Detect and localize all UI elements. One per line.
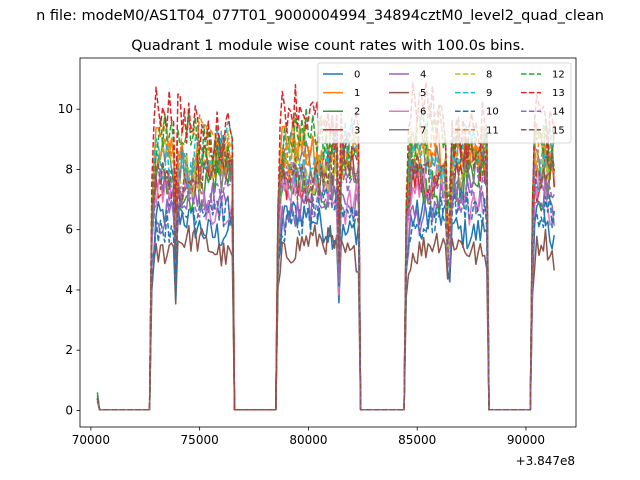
y-tick-label: 2 xyxy=(65,343,73,357)
legend-label-6: 6 xyxy=(420,107,426,118)
legend-label-13: 13 xyxy=(552,88,565,99)
y-tick-label: 0 xyxy=(65,403,73,417)
chart-title: Quadrant 1 module wise count rates with … xyxy=(131,38,525,54)
x-tick-label: 85000 xyxy=(398,433,436,447)
legend-box xyxy=(317,62,572,144)
series-line-0 xyxy=(96,198,555,411)
series-line-6 xyxy=(96,163,555,411)
series-line-5 xyxy=(96,224,555,411)
series-line-9 xyxy=(96,117,555,411)
legend-label-7: 7 xyxy=(420,125,426,136)
figure-suptitle: n file: modeM0/AS1T04_077T01_9000004994_… xyxy=(36,8,604,24)
series-line-15 xyxy=(96,133,555,411)
legend-label-11: 11 xyxy=(486,125,499,136)
legend-label-0: 0 xyxy=(354,70,360,81)
legend-label-9: 9 xyxy=(486,88,492,99)
series-line-4 xyxy=(96,175,555,411)
legend-label-1: 1 xyxy=(354,88,360,99)
x-tick-label: 75000 xyxy=(181,433,219,447)
legend-label-14: 14 xyxy=(552,107,565,118)
series-line-14 xyxy=(96,159,555,411)
series-line-10 xyxy=(96,186,555,411)
legend-label-4: 4 xyxy=(420,70,426,81)
legend-label-15: 15 xyxy=(552,125,565,136)
axes-frame xyxy=(79,57,577,428)
legend-label-3: 3 xyxy=(354,125,360,136)
y-tick-label: 8 xyxy=(65,162,73,176)
x-tick-label: 70000 xyxy=(72,433,110,447)
legend-label-10: 10 xyxy=(486,107,499,118)
legend-label-12: 12 xyxy=(552,70,565,81)
x-tick-label: 80000 xyxy=(289,433,327,447)
x-offset-label: +3.847e8 xyxy=(516,454,575,468)
legend-label-8: 8 xyxy=(486,70,492,81)
y-tick-label: 4 xyxy=(65,283,73,297)
legend-label-2: 2 xyxy=(354,107,360,118)
legend-label-5: 5 xyxy=(420,88,426,99)
x-tick-label: 90000 xyxy=(507,433,545,447)
y-tick-label: 10 xyxy=(58,102,73,116)
y-tick-label: 6 xyxy=(65,223,73,237)
